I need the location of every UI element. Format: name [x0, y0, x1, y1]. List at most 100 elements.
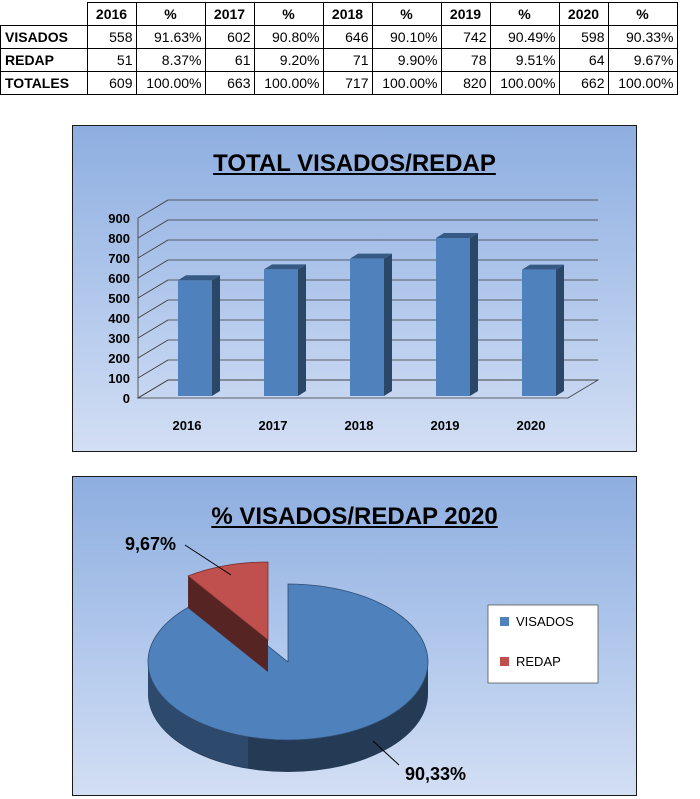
- bar-side: [298, 264, 306, 396]
- bar-chart: 0 100 200 300 400 500 600 700 800 900 2016 2017 2018…: [108, 199, 600, 433]
- bar-chart-title: TOTAL VISADOS/REDAP: [213, 150, 496, 177]
- table-cell: 100.00%: [135, 71, 206, 95]
- x-tick-label: 2016: [173, 418, 202, 433]
- table-cell: 71: [322, 48, 373, 72]
- y-tick-label: 0: [123, 391, 130, 406]
- table-header-cell: 2020: [558, 2, 609, 26]
- legend-label: REDAP: [516, 654, 561, 669]
- table-cell: 100.00%: [489, 71, 560, 95]
- gridline: [137, 359, 169, 379]
- pie-slice-redap-side: [188, 575, 268, 672]
- table-row: VISADOS 558 91.63% 602 90.80% 646 90.10%…: [0, 25, 678, 49]
- table-corner-cell: [0, 2, 88, 26]
- table-cell: 662: [558, 71, 609, 95]
- table-cell: 742: [440, 25, 491, 49]
- x-tick-label: 2019: [431, 418, 460, 433]
- table-cell: 609: [86, 71, 137, 95]
- table-cell: 91.63%: [135, 25, 206, 49]
- table-cell: 100.00%: [371, 71, 442, 95]
- stats-table: 2016 % 2017 % 2018 % 2019 % 2020 % VISAD…: [0, 2, 678, 95]
- bar-side: [470, 233, 478, 396]
- bar: [178, 275, 220, 396]
- table-header-cell: 2018: [322, 2, 373, 26]
- pie-chart-frame: % VISADOS/REDAP 2020 9,67% 90,33% VISADOS R…: [72, 476, 637, 796]
- y-tick-label: 600: [108, 271, 130, 286]
- gridline: [137, 319, 169, 339]
- table-cell: 663: [204, 71, 255, 95]
- y-tick-label: 900: [108, 211, 130, 226]
- bar: [522, 264, 564, 396]
- gridline: [137, 239, 169, 259]
- table-cell: 9.90%: [371, 48, 442, 72]
- gridline: [137, 199, 169, 219]
- table-cell: 90.80%: [253, 25, 324, 49]
- bar: [264, 264, 306, 396]
- table-cell: 90.10%: [371, 25, 442, 49]
- legend-swatch: [500, 617, 509, 626]
- table-cell: 61: [204, 48, 255, 72]
- bar-top: [264, 264, 306, 270]
- bar-side: [212, 275, 220, 396]
- table-cell: 820: [440, 71, 491, 95]
- table-cell: 717: [322, 71, 373, 95]
- table-cell: 64: [558, 48, 609, 72]
- table-row: REDAP 51 8.37% 61 9.20% 71 9.90% 78 9.51…: [0, 48, 678, 72]
- gridline: [137, 279, 169, 299]
- legend-label: VISADOS: [516, 614, 574, 629]
- y-tick-label: 200: [108, 351, 130, 366]
- gridline: [137, 219, 169, 239]
- table-row: TOTALES 609 100.00% 663 100.00% 717 100.…: [0, 71, 678, 95]
- table-cell: 558: [86, 25, 137, 49]
- table-header-cell: %: [253, 2, 324, 26]
- floor: [136, 379, 600, 399]
- y-tick-label: 700: [108, 251, 130, 266]
- gridline: [137, 259, 169, 279]
- table-header-cell: 2016: [86, 2, 137, 26]
- x-tick-label: 2020: [517, 418, 546, 433]
- pie-slice-redap: [187, 561, 269, 641]
- table-header-row: 2016 % 2017 % 2018 % 2019 % 2020 %: [0, 2, 678, 26]
- data-label-redap: 9,67%: [125, 534, 176, 554]
- pie-chart-title: % VISADOS/REDAP 2020: [211, 503, 498, 530]
- gridline: [137, 299, 169, 319]
- table-cell: 78: [440, 48, 491, 72]
- row-label: VISADOS: [0, 25, 88, 49]
- table-header-cell: %: [489, 2, 560, 26]
- table-cell: 602: [204, 25, 255, 49]
- y-tick-label: 400: [108, 311, 130, 326]
- table-header-cell: 2019: [440, 2, 491, 26]
- table-cell: 51: [86, 48, 137, 72]
- bar: [436, 233, 478, 396]
- bar-top: [436, 233, 478, 238]
- table-cell: 9.67%: [607, 48, 678, 72]
- table-cell: 100.00%: [607, 71, 678, 95]
- row-label: TOTALES: [0, 71, 88, 95]
- leader-line: [372, 740, 400, 766]
- bar: [350, 253, 392, 396]
- legend-swatch: [500, 657, 509, 666]
- table-cell: 9.20%: [253, 48, 324, 72]
- table-cell: 90.33%: [607, 25, 678, 49]
- bar-side: [556, 264, 564, 396]
- bar-top: [522, 264, 564, 270]
- bar-front: [178, 280, 212, 396]
- y-tick-label: 500: [108, 291, 130, 306]
- legend: VISADOS REDAP: [487, 604, 599, 684]
- pie-chart: 9,67% 90,33% VISADOS REDAP: [125, 534, 599, 784]
- pie-slice-side-highlight: [148, 662, 248, 768]
- bar-side: [384, 253, 392, 396]
- bar-front: [522, 269, 556, 396]
- y-tick-label: 300: [108, 331, 130, 346]
- x-tick-label: 2017: [259, 418, 288, 433]
- bar-front: [264, 269, 298, 396]
- bar-top: [178, 275, 220, 281]
- table-cell: 9.51%: [489, 48, 560, 72]
- bar-top: [350, 253, 392, 259]
- table-header-cell: %: [135, 2, 206, 26]
- table-cell: 598: [558, 25, 609, 49]
- table-header-cell: 2017: [204, 2, 255, 26]
- table-header-cell: %: [607, 2, 678, 26]
- row-label: REDAP: [0, 48, 88, 72]
- leader-line: [184, 544, 232, 576]
- x-tick-label: 2018: [345, 418, 374, 433]
